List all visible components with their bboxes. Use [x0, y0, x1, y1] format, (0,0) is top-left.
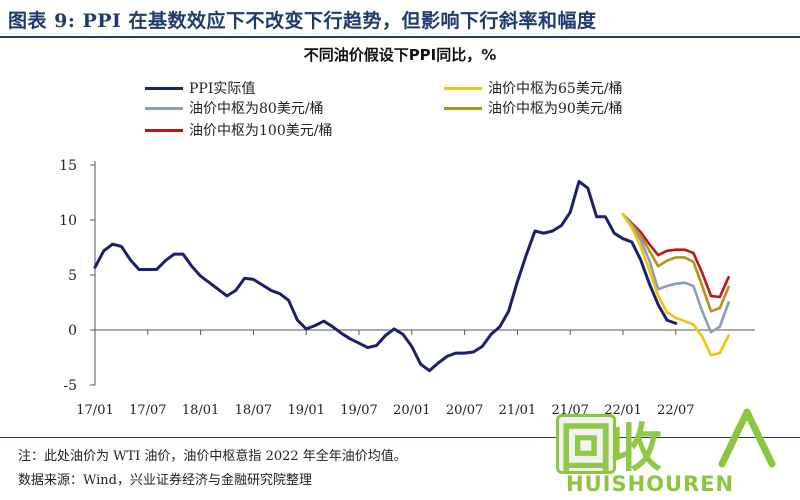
watermark-person-icon [718, 408, 776, 468]
x-tick-label: 18/01 [182, 403, 219, 418]
legend-item-80: 油价中枢为80美元/桶 [145, 98, 324, 118]
legend-item-90: 油价中枢为90美元/桶 [444, 98, 623, 118]
x-tick-label: 17/01 [76, 403, 113, 418]
title-divider [0, 36, 800, 38]
legend-label-90: 油价中枢为90美元/桶 [488, 101, 623, 117]
x-tick-label: 19/01 [287, 403, 324, 418]
x-tick-label: 21/01 [499, 403, 536, 418]
legend-swatch-100 [145, 128, 183, 132]
legend-label-65: 油价中枢为65美元/桶 [488, 81, 623, 97]
watermark-text-en: HUISHOUREN [566, 472, 735, 496]
x-tick-label: 20/07 [446, 403, 483, 418]
legend-item-ppi-actual: PPI实际值 [145, 78, 255, 98]
legend-swatch-ppi-actual [145, 86, 183, 90]
line-chart: 15 10 5 0 -5 17/01 17/07 18/01 18/07 19/01 19/07 20… [59, 158, 755, 418]
x-tick-label: 19/07 [340, 403, 377, 418]
x-tick-label: 17/07 [129, 403, 166, 418]
y-tick-label: 15 [59, 158, 77, 174]
legend-swatch-90 [444, 106, 482, 110]
y-tick-label: 0 [68, 323, 77, 339]
y-tick-label: 10 [59, 213, 77, 229]
watermark-text-cn: 回收 [560, 419, 662, 479]
series-line-0 [93, 180, 678, 373]
series-line-1 [621, 213, 730, 357]
x-tick-label: 20/01 [393, 403, 430, 418]
legend-swatch-80 [145, 106, 183, 110]
series-line-4 [621, 213, 730, 299]
chart-title: 不同油价假设下PPI同比，% [303, 46, 497, 64]
legend-item-65: 油价中枢为65美元/桶 [444, 78, 623, 98]
series-line-3 [621, 213, 730, 313]
legend-swatch-65 [444, 86, 482, 90]
bottom-divider [0, 437, 800, 438]
footnote: 注：此处油价为 WTI 油价，油价中枢意指 2022 年全年油价均值。 [18, 449, 407, 464]
watermark-box [556, 414, 616, 474]
legend-label-100: 油价中枢为100美元/桶 [189, 123, 333, 139]
y-tick-label: -5 [63, 378, 77, 394]
data-source: 数据来源：Wind，兴业证券经济与金融研究院整理 [18, 473, 312, 488]
legend-label-ppi-actual: PPI实际值 [189, 81, 256, 97]
legend-item-100: 油价中枢为100美元/桶 [145, 120, 332, 140]
x-tick-label: 22/07 [657, 403, 694, 418]
figure-title: 图表 9: PPI 在基数效应下不改变下行趋势，但影响下行斜率和幅度 [8, 10, 597, 32]
chart-legend: PPI实际值 油价中枢为80美元/桶 油价中枢为100美元/桶 油价中枢为65美… [0, 0, 800, 150]
x-tick-label: 18/07 [235, 403, 272, 418]
y-tick-label: 5 [68, 268, 77, 284]
watermark-logo: 回收 HUISHOUREN [538, 400, 800, 500]
series-line-2 [621, 213, 730, 334]
legend-label-80: 油价中枢为80美元/桶 [189, 101, 324, 117]
